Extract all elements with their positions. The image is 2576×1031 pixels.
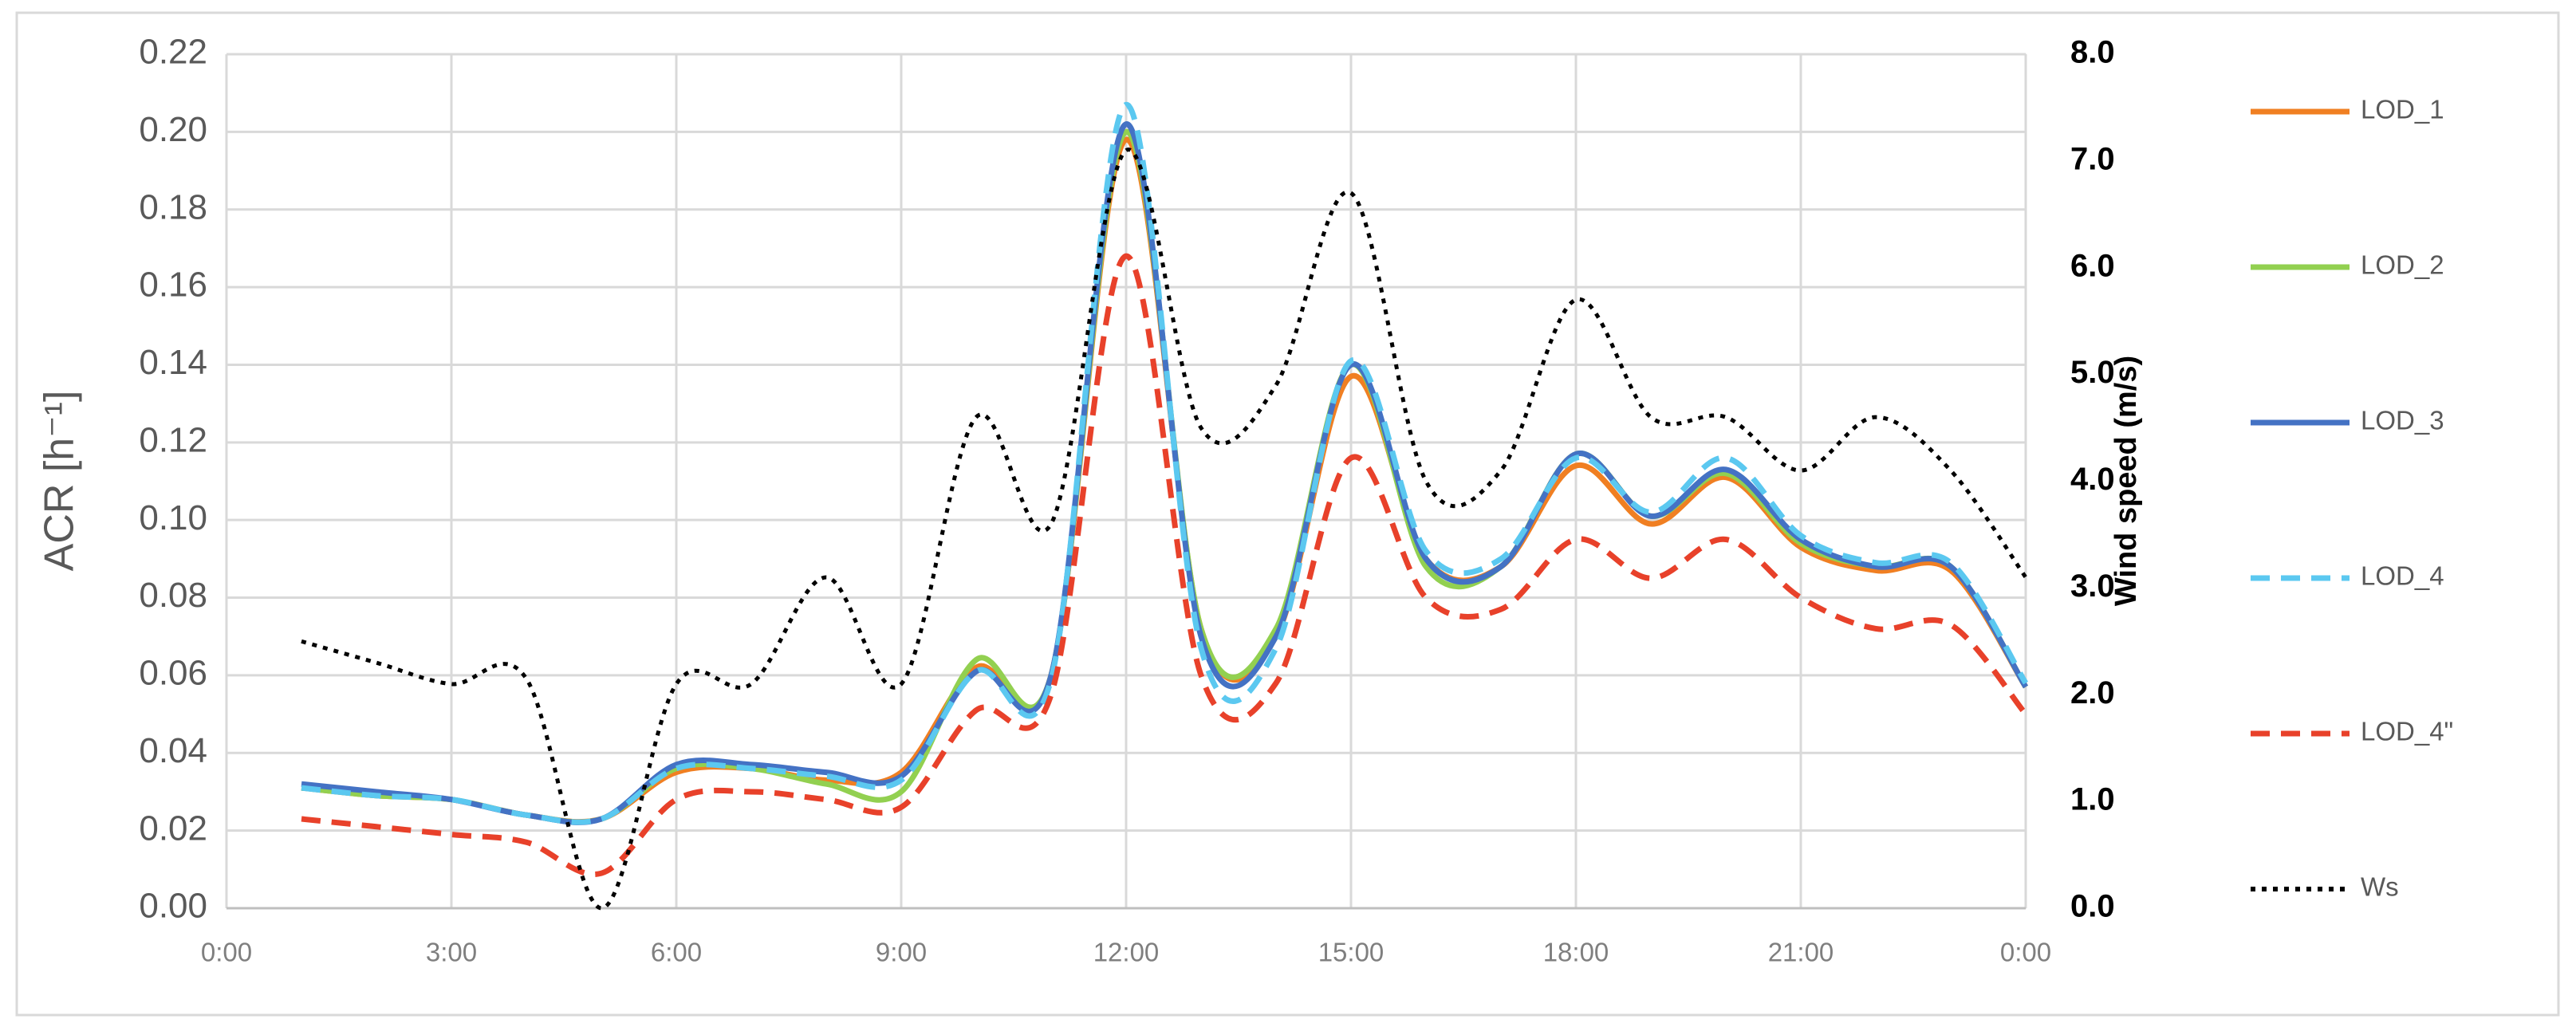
y2-tick-label: 8.0 [2070,35,2115,70]
x-tick-label: 9:00 [876,938,927,967]
x-tick-label: 0:00 [2000,938,2051,967]
legend-label: LOD_3 [2361,406,2444,435]
y2-tick-label: 2.0 [2070,675,2115,710]
y2-tick-label: 6.0 [2070,248,2115,283]
y2-tick-label: 7.0 [2070,141,2115,176]
y-tick-label: 0.02 [139,809,207,848]
y-tick-label: 0.14 [139,343,207,382]
series-line [301,148,2028,911]
x-tick-label: 0:00 [201,938,252,967]
y-tick-label: 0.08 [139,576,207,615]
x-tick-label: 15:00 [1318,938,1385,967]
legend-label: LOD_4 [2361,561,2444,591]
y-tick-label: 0.22 [139,33,207,72]
y2-tick-label: 4.0 [2070,462,2115,497]
y2-tick-label: 3.0 [2070,569,2115,604]
x-tick-label: 6:00 [651,938,702,967]
y-axis-title: ACR [h⁻¹] [37,391,83,572]
y-tick-label: 0.00 [139,887,207,926]
chart-border [15,11,2560,1017]
y-tick-label: 0.18 [139,187,207,226]
y2-axis-title: Wind speed (m/s) [2109,356,2143,606]
y-tick-label: 0.06 [139,654,207,693]
y2-tick-label: 0.0 [2070,889,2115,924]
series-line [301,101,2028,825]
x-tick-label: 21:00 [1768,938,1834,967]
x-tick-label: 18:00 [1543,938,1609,967]
y-tick-label: 0.16 [139,266,207,305]
x-tick-label: 3:00 [426,938,477,967]
y-tick-label: 0.12 [139,420,207,459]
y2-tick-label: 1.0 [2070,782,2115,817]
series-line [301,121,2028,825]
legend-label: LOD_1 [2361,95,2444,124]
y2-tick-label: 5.0 [2070,355,2115,390]
legend-label: Ws [2361,872,2399,902]
legend-label: LOD_2 [2361,250,2444,280]
y-tick-label: 0.20 [139,110,207,149]
legend-label: LOD_4" [2361,717,2453,746]
y-tick-label: 0.04 [139,731,207,770]
x-tick-label: 12:00 [1093,938,1160,967]
y-tick-label: 0.10 [139,498,207,537]
